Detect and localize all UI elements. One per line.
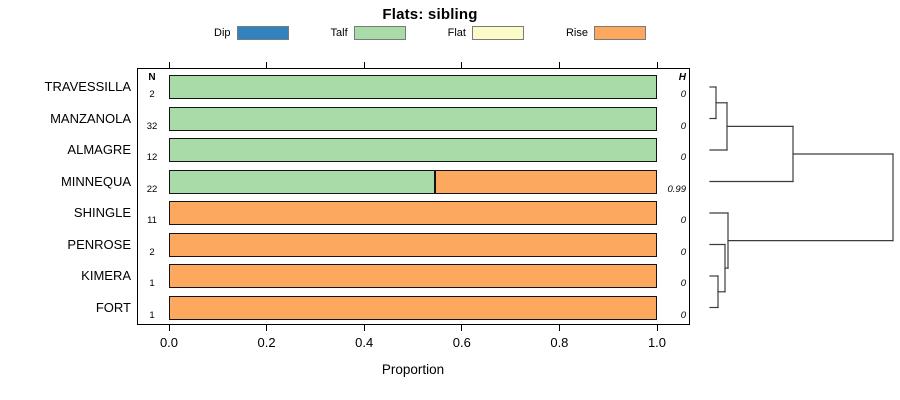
h-value: 0 (680, 89, 686, 100)
n-value: 2 (149, 89, 155, 100)
legend-label: Flat (447, 27, 466, 39)
row-label: SHINGLE (73, 205, 131, 220)
row-label: TRAVESSILLA (44, 79, 131, 94)
legend-item-dip: Dip (214, 26, 289, 40)
n-value: 1 (149, 309, 155, 321)
axis-tick-top (266, 62, 268, 68)
bar-segment-talf (169, 169, 435, 194)
n-value: 1 (149, 278, 155, 289)
axis-tick-label: 1.0 (647, 335, 667, 350)
row-label: MINNEQUA (60, 173, 131, 189)
axis-tick-label: 0.6 (452, 335, 471, 350)
legend-label: Rise (565, 27, 588, 39)
bar-segment-rise (169, 232, 657, 257)
axis-tick-top (363, 62, 365, 68)
n-value: 11 (147, 215, 157, 226)
legend-swatch (236, 26, 289, 40)
bar-segment-talf (169, 106, 657, 131)
h-value: 0 (680, 215, 686, 226)
axis-tick-label: 0.4 (355, 335, 374, 350)
legend-item-talf: Talf (331, 26, 406, 40)
n-value: 32 (146, 120, 158, 132)
h-value: 0 (680, 152, 686, 163)
row-label: MANZANOLA (50, 110, 131, 126)
chart-title: Flats: sibling (382, 6, 478, 23)
legend-item-flat: Flat (448, 26, 524, 40)
axis-tick-label: 0.2 (257, 335, 276, 350)
axis-tick-top (656, 62, 658, 68)
axis-tick-bottom (558, 325, 560, 331)
legend-swatch (471, 26, 524, 40)
h-value: 0 (680, 309, 686, 321)
row-label: KIMERA (81, 268, 131, 283)
legend-label: Dip (214, 27, 231, 39)
axis-tick-bottom (363, 325, 365, 331)
bar-segment-rise (169, 264, 657, 288)
axis-tick-top (558, 62, 560, 68)
legend-swatch (594, 26, 646, 40)
axis-tick-bottom (461, 325, 463, 331)
bar-segment-rise (434, 169, 657, 194)
h-value: 0 (680, 278, 686, 289)
legend-label: Talf (330, 27, 348, 39)
n-value: 2 (149, 246, 155, 258)
bar-segment-rise (169, 295, 657, 320)
n-value: 22 (146, 183, 158, 195)
legend-item-rise: Rise (566, 26, 646, 40)
x-axis-label: Proportion (381, 362, 445, 377)
axis-tick-top (461, 62, 463, 68)
n-column-header: N (148, 72, 156, 83)
axis-tick-top (168, 62, 170, 68)
h-value: 0 (680, 246, 686, 258)
axis-tick-bottom (656, 325, 658, 331)
axis-tick-bottom (168, 325, 170, 331)
h-column-header: H (678, 72, 686, 83)
bar-segment-talf (169, 75, 657, 99)
row-label: PENROSE (67, 236, 131, 252)
legend: Dip Talf Flat Rise (137, 25, 723, 41)
legend-swatch (353, 26, 406, 40)
row-label: FORT (95, 299, 131, 315)
h-value: 0.99 (667, 183, 687, 195)
axis-tick-label: 0.0 (159, 335, 179, 350)
axis-tick-label: 0.8 (550, 335, 569, 350)
n-value: 12 (146, 152, 158, 163)
axis-tick-bottom (266, 325, 268, 331)
bar-segment-rise (169, 201, 657, 225)
h-value: 0 (680, 120, 686, 132)
bar-segment-talf (169, 138, 657, 162)
row-label: ALMAGRE (67, 142, 131, 157)
